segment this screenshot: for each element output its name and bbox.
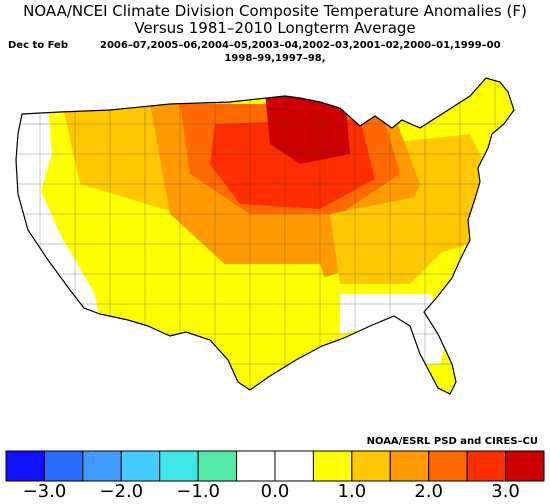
colorbar-swatch (197, 450, 238, 482)
colorbar-swatch (389, 450, 430, 482)
colorbar-tick-label: 1.0 (337, 481, 367, 502)
us-anomaly-map (15, 77, 515, 395)
colorbar-swatch (43, 450, 84, 482)
title-line-1: NOAA/NCEI Climate Division Composite Tem… (23, 2, 527, 20)
colorbar-tick-label: 2.0 (414, 481, 444, 502)
colorbar-tick-label: 0.0 (260, 481, 290, 502)
map-region-pacific-northwest (16, 104, 52, 194)
colorbar-swatch (351, 450, 391, 482)
colorbar-swatch (82, 450, 122, 482)
title-line-2: Versus 1981–2010 Longterm Average (134, 19, 416, 37)
years-list-line-2: 1998–99,1997–98, (224, 53, 326, 64)
years-list-line-1: 2006–07,2005–06,2004–05,2003–04,2002–03,… (100, 40, 501, 51)
colorbar-swatch (505, 450, 545, 482)
colorbar-swatch (5, 450, 45, 482)
colorbar (5, 450, 545, 482)
colorbar-tick-label: −3.0 (22, 481, 67, 502)
map-region-minnesota-arrowhead (265, 92, 350, 164)
map-region-southern-plains (140, 264, 340, 394)
map-region-southeast (340, 294, 450, 364)
season-label: Dec to Feb (8, 40, 68, 51)
colorbar-swatch (274, 450, 314, 482)
colorbar-swatch (312, 450, 353, 482)
colorbar-swatch (236, 450, 276, 482)
colorbar-swatch (466, 450, 507, 482)
colorbar-swatch (120, 450, 161, 482)
colorbar-tick-label: 3.0 (491, 481, 520, 502)
colorbar-tick-label: −2.0 (99, 481, 144, 502)
colorbar-swatch (428, 450, 468, 482)
credit-label: NOAA/ESRL PSD and CIRES–CU (366, 436, 538, 447)
colorbar-swatch (159, 450, 199, 482)
colorbar-tick-label: −1.0 (176, 481, 220, 502)
